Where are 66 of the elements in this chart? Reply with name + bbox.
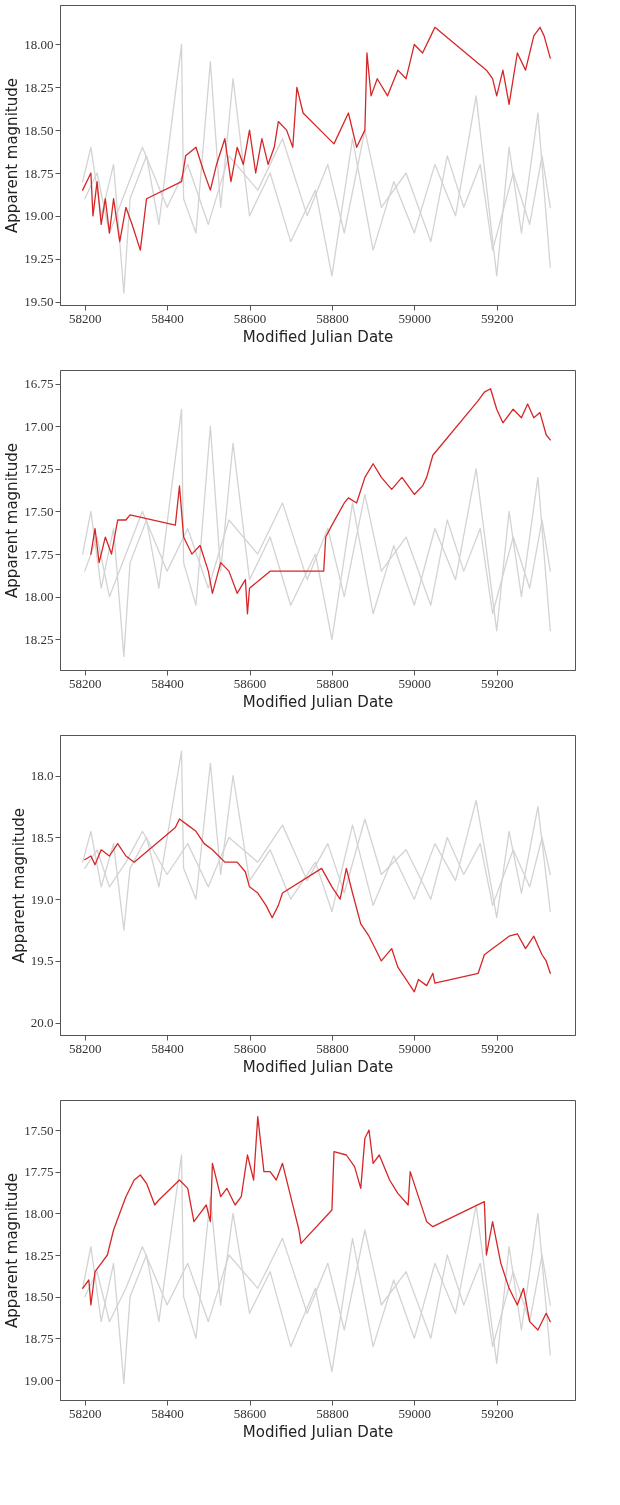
- y-tick-label: 17.50: [24, 503, 54, 519]
- y-tick-label: 17.50: [24, 1122, 54, 1138]
- x-tick-label: 58400: [151, 1405, 184, 1421]
- line-series: [82, 1154, 551, 1384]
- x-tick-label: 59200: [480, 310, 514, 326]
- y-tick-label: 18.25: [24, 79, 54, 95]
- line-series: [82, 43, 551, 294]
- y-tick-label: 19.25: [24, 251, 54, 267]
- y-tick-label: 19.00: [24, 1372, 54, 1388]
- y-tick-label: 18.00: [24, 1205, 54, 1221]
- x-tick-label: 58400: [151, 1040, 184, 1056]
- line-series: [82, 26, 551, 251]
- y-tick-label: 17.25: [24, 461, 54, 477]
- x-tick-label: 58800: [316, 675, 349, 691]
- y-tick-label: 19.00: [24, 208, 54, 224]
- x-tick-label: 59000: [398, 310, 432, 326]
- x-tick-label: 58600: [233, 310, 267, 326]
- y-tick-label: 18.00: [24, 589, 54, 605]
- y-tick-label: 19.0: [30, 891, 54, 907]
- y-tick-label: 16.75: [24, 376, 54, 392]
- x-tick-label: 59200: [480, 1405, 514, 1421]
- x-tick-label: 59000: [398, 1405, 432, 1421]
- y-tick-label: 18.0: [30, 768, 54, 784]
- x-tick-label: 59200: [480, 1040, 514, 1056]
- x-tick-label: 58200: [68, 1405, 102, 1421]
- y-tick-label: 17.00: [24, 418, 54, 434]
- y-tick-label: 19.50: [24, 294, 54, 310]
- line-series: [82, 1116, 551, 1331]
- y-axis-title: Apparent magnitude: [3, 443, 22, 598]
- x-tick-label: 58800: [316, 310, 349, 326]
- y-tick-label: 17.75: [24, 546, 54, 562]
- y-tick-label: 19.5: [30, 953, 54, 969]
- x-tick-label: 58600: [233, 1040, 267, 1056]
- x-axis-title: Modified Julian Date: [242, 692, 394, 711]
- y-axis-title: Apparent magnitude: [3, 1173, 22, 1328]
- y-tick-label: 20.0: [30, 1015, 54, 1031]
- line-series: [84, 818, 551, 993]
- x-tick-label: 58800: [316, 1405, 349, 1421]
- x-tick-label: 58400: [151, 310, 184, 326]
- line-series: [82, 408, 551, 658]
- x-tick-label: 59200: [480, 675, 514, 691]
- y-axis-title: Apparent magnitude: [3, 78, 22, 233]
- y-tick-label: 18.25: [24, 631, 54, 647]
- x-tick-label: 58600: [233, 675, 267, 691]
- x-tick-label: 58800: [316, 1040, 349, 1056]
- x-tick-label: 58400: [151, 675, 184, 691]
- y-tick-label: 18.5: [30, 829, 54, 845]
- x-axis-title: Modified Julian Date: [242, 1422, 394, 1441]
- x-tick-label: 59000: [398, 1040, 432, 1056]
- line-series: [90, 388, 551, 615]
- x-tick-label: 58200: [68, 675, 102, 691]
- line-series: [82, 750, 551, 931]
- x-axis-title: Modified Julian Date: [242, 1057, 394, 1076]
- y-tick-label: 18.50: [24, 122, 54, 138]
- y-tick-label: 18.25: [24, 1247, 54, 1263]
- y-tick-label: 18.75: [24, 165, 54, 181]
- x-tick-label: 59000: [398, 675, 432, 691]
- x-tick-label: 58200: [68, 310, 102, 326]
- x-axis-title: Modified Julian Date: [242, 327, 394, 346]
- x-tick-label: 58600: [233, 1405, 267, 1421]
- y-tick-label: 18.50: [24, 1289, 54, 1305]
- y-axis-title: Apparent magnitude: [9, 808, 28, 963]
- y-tick-label: 18.75: [24, 1330, 54, 1346]
- y-tick-label: 18.00: [24, 36, 54, 52]
- x-tick-label: 58200: [68, 1040, 102, 1056]
- y-tick-label: 17.75: [24, 1164, 54, 1180]
